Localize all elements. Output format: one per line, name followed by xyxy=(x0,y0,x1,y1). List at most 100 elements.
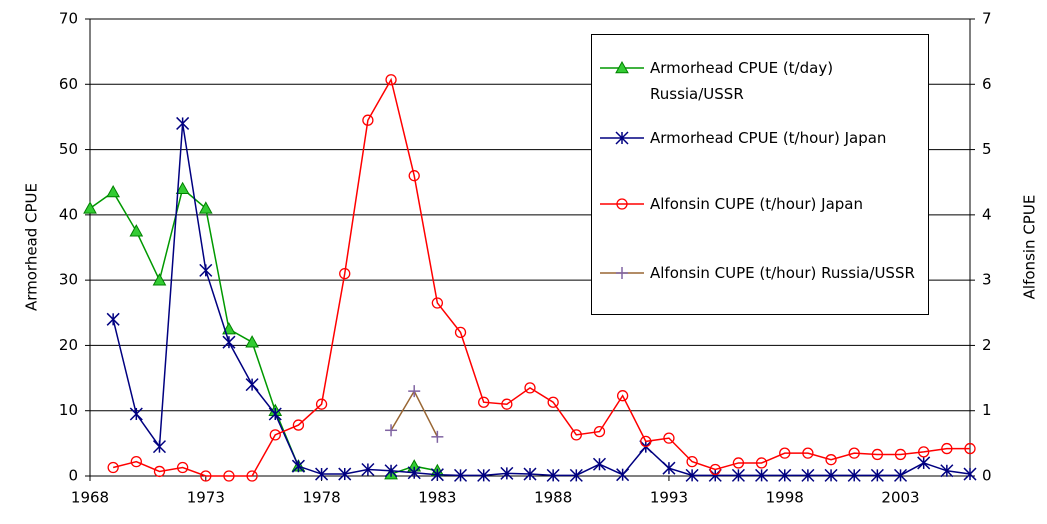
marker xyxy=(408,170,420,182)
legend-label: Armorhead CPUE (t/hour) Japan xyxy=(650,129,887,147)
marker xyxy=(106,184,121,198)
marker xyxy=(662,461,676,475)
marker xyxy=(153,465,166,478)
legend-symbol xyxy=(600,198,644,210)
marker xyxy=(778,468,792,482)
x-tick-label: 1988 xyxy=(534,489,572,507)
marker xyxy=(129,407,143,421)
legend-label: Alfonsin CUPE (t/hour) Russia/USSR xyxy=(650,264,915,282)
marker xyxy=(83,201,97,214)
marker xyxy=(292,419,305,431)
marker xyxy=(870,468,884,482)
marker xyxy=(779,447,791,459)
marker xyxy=(198,201,213,214)
marker xyxy=(175,181,190,195)
marker xyxy=(523,467,537,481)
marker xyxy=(246,470,258,482)
marker xyxy=(964,442,976,455)
marker xyxy=(917,456,931,470)
marker xyxy=(686,455,698,468)
y-axis-title: Armorhead CPUE xyxy=(23,183,41,311)
y-tick-label: 70 xyxy=(59,10,78,28)
marker xyxy=(152,273,167,286)
y2-tick-label: 1 xyxy=(982,401,992,419)
legend-label: Alfonsin CUPE (t/hour) Japan xyxy=(650,195,863,213)
marker xyxy=(685,468,699,482)
y-tick-label: 10 xyxy=(59,401,78,419)
legend: Armorhead CPUE (t/day) Russia/USSR Armorh… xyxy=(591,34,929,315)
marker xyxy=(268,407,282,421)
x-tick-label: 1993 xyxy=(650,489,688,507)
legend-symbol xyxy=(600,60,644,74)
y-tick-label: 60 xyxy=(59,75,78,93)
marker xyxy=(593,425,606,438)
marker xyxy=(339,267,351,280)
marker xyxy=(501,398,513,410)
marker xyxy=(941,442,953,455)
legend-symbol xyxy=(600,131,644,145)
marker xyxy=(152,440,167,454)
marker xyxy=(616,267,628,279)
x-tick-label: 1978 xyxy=(302,489,340,507)
y-tick-label: 20 xyxy=(59,336,78,354)
legend-symbol xyxy=(600,267,644,279)
marker xyxy=(524,382,536,394)
marker xyxy=(245,335,259,348)
marker xyxy=(871,448,884,461)
y2-tick-label: 4 xyxy=(982,205,992,223)
marker xyxy=(824,468,838,482)
marker xyxy=(731,468,745,482)
marker xyxy=(825,454,837,466)
marker xyxy=(454,326,467,339)
marker xyxy=(106,312,120,326)
marker xyxy=(615,131,629,145)
y2-tick-label: 3 xyxy=(982,271,992,289)
y2-tick-label: 6 xyxy=(982,75,992,93)
y2-tick-label: 0 xyxy=(982,467,992,485)
marker xyxy=(408,385,421,398)
marker xyxy=(801,468,815,482)
marker xyxy=(963,467,977,481)
y2-tick-label: 7 xyxy=(982,10,992,28)
marker xyxy=(616,198,628,210)
y-tick-label: 50 xyxy=(59,140,78,158)
marker xyxy=(361,462,375,477)
y2-axis-title: Alfonsin CPUE xyxy=(1021,195,1039,300)
marker xyxy=(431,430,444,443)
marker xyxy=(453,468,468,482)
marker xyxy=(291,459,305,473)
marker xyxy=(615,60,629,74)
marker xyxy=(107,461,119,474)
x-tick-label: 1973 xyxy=(187,489,225,507)
marker xyxy=(130,455,142,468)
marker xyxy=(385,424,398,437)
marker xyxy=(547,396,559,408)
marker xyxy=(223,470,235,482)
marker xyxy=(755,457,768,469)
marker xyxy=(477,468,491,482)
x-tick-label: 1968 xyxy=(71,489,109,507)
series-line xyxy=(390,389,439,438)
marker xyxy=(802,447,814,459)
y-tick-label: 40 xyxy=(59,205,78,223)
marker xyxy=(315,467,329,481)
marker xyxy=(893,468,908,482)
y-tick-label: 0 xyxy=(68,467,78,485)
marker xyxy=(176,116,190,130)
marker xyxy=(200,470,212,482)
y-tick-label: 30 xyxy=(59,271,78,289)
series-line xyxy=(112,77,970,477)
marker xyxy=(384,464,398,478)
marker xyxy=(431,297,444,309)
marker xyxy=(732,457,745,469)
marker xyxy=(407,466,421,480)
marker xyxy=(362,114,374,126)
marker xyxy=(478,396,490,408)
marker xyxy=(848,447,860,459)
marker xyxy=(616,468,630,482)
x-tick-label: 2003 xyxy=(881,489,919,507)
marker xyxy=(569,468,583,482)
marker xyxy=(616,390,629,402)
marker xyxy=(269,429,281,441)
